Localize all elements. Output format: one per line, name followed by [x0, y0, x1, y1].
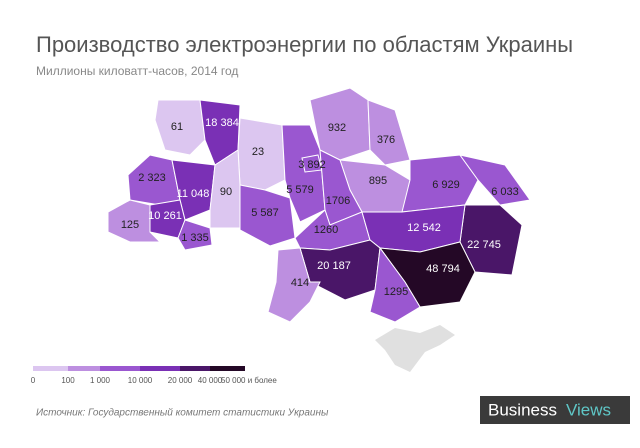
map: 61 18 384 23 2 323 11 048 90 10 261 125 1 335 5 5… [107, 87, 531, 323]
region-label: 932 [328, 122, 346, 134]
subtitle: Миллионы киловатт-часов, 2014 год [36, 64, 238, 78]
region [267, 247, 321, 323]
region [458, 154, 531, 206]
region-label: 5 587 [251, 207, 279, 219]
region-label: 5 579 [286, 184, 314, 196]
region [281, 124, 326, 223]
region [177, 219, 213, 251]
legend-tick-label: 1 000 [90, 376, 111, 385]
region-label: 1706 [326, 195, 350, 207]
region-label: 414 [291, 277, 309, 289]
region-label: 1 335 [181, 232, 209, 244]
legend-tick-label: 20 000 [168, 376, 193, 385]
legend-tick-label: 10 000 [128, 376, 153, 385]
region-label: 23 [252, 146, 264, 158]
region-label: 12 542 [407, 222, 441, 234]
region-label: 1260 [314, 224, 338, 236]
region-label: 90 [220, 186, 232, 198]
logo-part: Business [488, 400, 557, 419]
region-label: 6 929 [432, 179, 460, 191]
region [107, 199, 162, 243]
region-label: 22 745 [467, 239, 501, 251]
region-label: 2 323 [138, 172, 166, 184]
legend-swatch [68, 366, 100, 371]
crimea [375, 325, 455, 372]
region-label: 895 [369, 175, 387, 187]
legend-swatch [210, 366, 245, 371]
region-label: 376 [377, 134, 395, 146]
region [171, 159, 216, 221]
source: Источник: Государственный комитет статис… [36, 408, 329, 419]
region [369, 246, 421, 323]
legend-tick-label: 100 [61, 376, 75, 385]
region-label: 61 [171, 121, 183, 133]
logo-part: Views [566, 400, 611, 419]
legend-swatch [180, 366, 210, 371]
region-label: 48 794 [426, 263, 460, 275]
legend-tick-label: 40 000 [198, 376, 223, 385]
region [367, 99, 411, 166]
region-label: 20 187 [317, 260, 351, 272]
region-label: 6 033 [491, 186, 519, 198]
legend-swatch [100, 366, 140, 371]
region-label: 3 892 [298, 159, 326, 171]
region-label: 11 048 [177, 188, 210, 200]
legend-tick-label: 50 000 и более [221, 376, 277, 385]
title: Производство электроэнергии по областям … [36, 32, 573, 57]
region-label: 10 261 [148, 210, 182, 222]
legend-tick-label: 0 [31, 376, 36, 385]
logo-box [480, 396, 630, 424]
legend-swatch [33, 366, 68, 371]
legend-swatch [140, 366, 180, 371]
region-label: 1295 [384, 286, 408, 298]
region-label: 125 [121, 219, 139, 231]
region-label: 18 384 [205, 117, 239, 129]
